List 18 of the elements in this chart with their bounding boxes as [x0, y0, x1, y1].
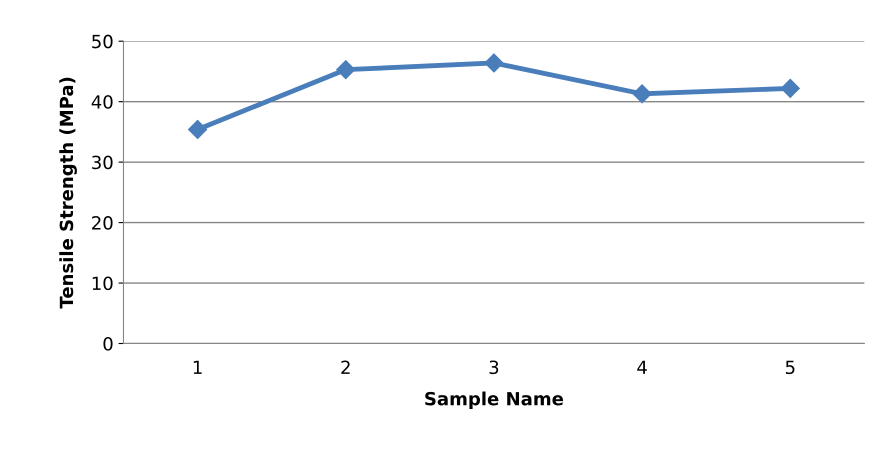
y-tick-label: 30	[92, 156, 113, 170]
x-tick-label: 1	[194, 360, 202, 374]
x-axis-title: Sample Name	[425, 392, 564, 410]
y-tick-label: 40	[92, 95, 113, 109]
x-tick-label: 2	[341, 360, 350, 374]
y-axis-title: Tensile Strength (MPa)	[59, 78, 77, 308]
y-tick-label: 0	[103, 336, 113, 351]
point	[632, 84, 652, 104]
y-tick-label: 20	[92, 216, 113, 230]
x-tick-label: 4	[637, 360, 647, 374]
y-tick-label: 50	[92, 34, 113, 48]
x-tick-label: 5	[786, 360, 794, 374]
point	[336, 60, 356, 80]
point	[780, 78, 800, 98]
point	[484, 53, 504, 73]
point	[188, 120, 208, 140]
y-tick-label: 10	[92, 276, 113, 290]
x-tick-label: 3	[490, 360, 498, 374]
